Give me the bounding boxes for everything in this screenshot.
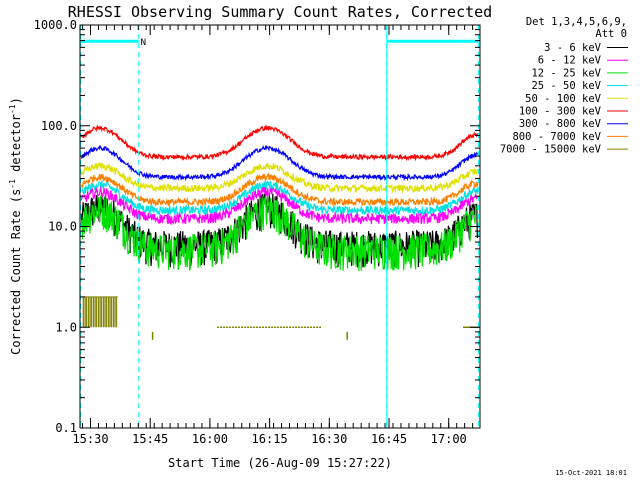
y-axis-label: Corrected Count Rate (s-1 detector-1) [8, 97, 23, 355]
y-axis-label-main: Corrected Count Rate (s [9, 189, 23, 355]
series-line-6 [80, 144, 479, 182]
plot-area: N [79, 25, 480, 428]
series-line-4 [80, 162, 479, 195]
y-axis-label-sup1: -1 [8, 179, 17, 189]
chart-title: RHESSI Observing Summary Count Rates, Co… [68, 3, 492, 21]
x-axis-label: Start Time (26-Aug-09 15:27:22) [168, 456, 392, 470]
series-line-3 [81, 180, 479, 217]
x-tick-label-2: 16:00 [192, 432, 228, 446]
x-tick-label-6: 17:00 [431, 432, 467, 446]
series-line-7 [80, 172, 479, 208]
series-line-5 [80, 123, 478, 162]
legend-label-0: 3 - 6 keV [544, 42, 602, 54]
night-annotation-0: N [141, 38, 146, 48]
legend-label-6: 300 - 800 keV [519, 118, 602, 130]
x-tick-label-3: 16:15 [252, 432, 288, 446]
legend-label-2: 12 - 25 keV [531, 67, 601, 79]
footer-timestamp: 15-Oct-2021 18:01 [555, 469, 627, 477]
legend-label-8: 7000 - 15000 keV [500, 144, 602, 156]
x-tick-label-0: 15:30 [72, 432, 108, 446]
x-tick-label-1: 15:45 [132, 432, 168, 446]
legend-label-1: 6 - 12 keV [538, 55, 602, 67]
y-axis-label-sup2: -1 [8, 104, 17, 114]
legend-header-line2: Att 0 [595, 28, 627, 40]
series-line-2 [80, 195, 479, 272]
axes: 0.1 1.0 10.0 100.0 1000.0 15:30 15:45 16:00 16:1… [34, 18, 480, 446]
legend-label-5: 100 - 300 keV [519, 106, 602, 118]
y-tick-label-0: 0.1 [55, 421, 77, 435]
legend-header-line1: Det 1,3,4,5,6,9, [526, 16, 627, 28]
y-axis-label-mid: detector [9, 114, 23, 179]
x-tick-label-5: 16:45 [371, 432, 407, 446]
x-tick-label-4: 16:30 [311, 432, 347, 446]
legend-label-4: 50 - 100 keV [525, 93, 602, 105]
y-tick-label-4: 1000.0 [34, 18, 77, 32]
y-tick-label-2: 10.0 [48, 220, 77, 234]
y-tick-label-3: 100.0 [41, 119, 77, 133]
y-tick-label-1: 1.0 [55, 320, 77, 334]
legend-label-3: 25 - 50 keV [531, 80, 601, 92]
series-line-1 [80, 185, 479, 226]
y-axis-label-end: ) [9, 97, 23, 104]
legend-label-7: 800 - 7000 keV [512, 131, 601, 143]
